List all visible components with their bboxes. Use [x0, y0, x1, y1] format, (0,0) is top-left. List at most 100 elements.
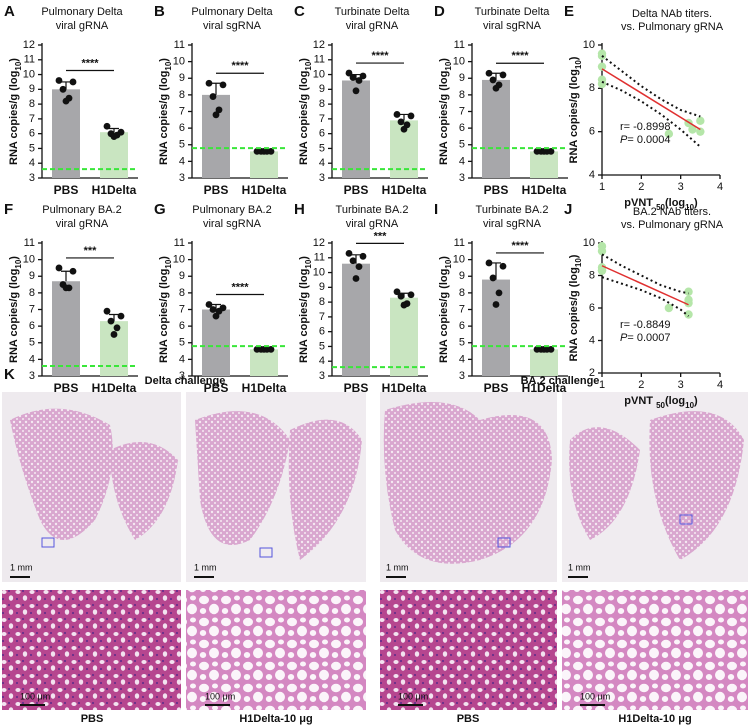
panel-letter: C	[294, 3, 305, 20]
x-tick-label: H1Delta	[382, 183, 427, 197]
data-point	[69, 78, 77, 86]
data-point	[62, 97, 70, 105]
panel-letter: I	[434, 201, 438, 218]
bar	[52, 281, 80, 376]
y-tick-label: 3	[29, 172, 35, 184]
histology-image	[2, 590, 181, 710]
significance-label: ****	[511, 240, 529, 252]
data-point	[664, 129, 674, 139]
data-point	[103, 122, 111, 130]
data-point	[499, 71, 507, 79]
y-tick-label: 12	[313, 39, 325, 51]
data-point	[359, 72, 367, 80]
x-axis-label-part: 50	[656, 401, 665, 410]
data-point	[355, 263, 363, 271]
y-tick-label: 6	[179, 122, 185, 134]
y-tick-label: 9	[29, 270, 35, 282]
lung-section	[10, 408, 178, 540]
y-axis-label-part: 10	[304, 259, 313, 268]
scale-label: 1 mm	[194, 562, 217, 572]
y-axis-label: RNA copies/g (log10)	[8, 256, 23, 363]
y-tick-label: 3	[319, 370, 325, 382]
bar	[342, 80, 370, 178]
roi-box	[497, 537, 511, 548]
data-point	[400, 301, 408, 309]
x-axis-label-part: pVNT	[624, 197, 656, 209]
chart-title: viral gRNA	[346, 20, 399, 32]
chart-title: viral gRNA	[56, 20, 109, 32]
scale-bars: 1 mm 1 mm 1 mm 1 mm 100 μm 100 μm 100 μm…	[10, 562, 610, 706]
annotation: P= 0.0007	[620, 332, 670, 344]
panel-letter: B	[154, 3, 165, 20]
y-tick-label: 6	[319, 326, 325, 338]
x-axis-label-part: pVNT	[624, 395, 656, 407]
scale-label: 100 μm	[580, 691, 610, 701]
x-tick-label: PBS	[54, 183, 79, 197]
y-tick-label: 8	[29, 287, 35, 299]
data-point	[489, 274, 497, 282]
data-point	[540, 148, 548, 155]
x-tick-label: PBS	[54, 381, 79, 395]
error-bar	[399, 113, 409, 121]
y-axis-label: RNA copies/g (log10)	[438, 58, 453, 165]
y-tick-label: 8	[459, 287, 465, 299]
y-tick-label: 5	[319, 340, 325, 352]
x-tick-label: 2	[638, 379, 644, 391]
data-point	[260, 148, 268, 155]
data-point	[117, 312, 125, 320]
bar	[482, 79, 510, 178]
confidence-band	[601, 55, 701, 118]
chart-title: vs. Pulmonary gRNA	[621, 21, 724, 33]
x-tick-label: PBS	[204, 183, 229, 197]
bar	[482, 279, 510, 376]
y-tick-label: 6	[459, 320, 465, 332]
significance-label: ****	[231, 60, 249, 72]
chart-title: viral sgRNA	[203, 20, 262, 32]
y-tick-label: 6	[179, 320, 185, 332]
x-tick-label: 3	[678, 379, 684, 391]
x-axis-label-part: 10	[685, 401, 694, 410]
fit-line	[601, 265, 689, 306]
data-point	[597, 246, 607, 256]
panel-letter: A	[4, 3, 15, 20]
fit-line	[601, 68, 701, 131]
y-tick-label: 8	[319, 296, 325, 308]
bar	[202, 309, 230, 376]
data-point	[684, 310, 693, 319]
histology-image	[562, 590, 748, 710]
panel-letter: G	[154, 201, 166, 218]
y-tick-label: 9	[179, 270, 185, 282]
y-tick-label: 5	[459, 337, 465, 349]
data-point	[212, 312, 220, 320]
chart-title: viral sgRNA	[483, 20, 542, 32]
y-tick-label: 9	[319, 281, 325, 293]
histology-image	[380, 590, 557, 710]
y-tick-label: 9	[459, 270, 465, 282]
y-tick-label: 8	[589, 269, 595, 281]
y-tick-label: 3	[179, 370, 185, 382]
y-tick-label: 11	[174, 237, 185, 249]
bar	[530, 151, 558, 178]
data-point	[492, 84, 500, 92]
y-axis-label-part: RNA copies/g (log	[158, 71, 170, 165]
chart-title: Pulmonary Delta	[41, 6, 123, 18]
data-point	[696, 127, 705, 136]
data-point	[688, 125, 697, 134]
y-tick-label: 4	[29, 157, 35, 169]
x-axis-label-part: (log	[665, 395, 685, 407]
data-point	[393, 111, 401, 118]
bar	[530, 349, 558, 376]
x-tick-label: PBS	[344, 183, 369, 197]
y-axis-label-part: RNA copies/g (log	[298, 269, 310, 363]
y-axis-label-part: RNA copies/g (log	[568, 69, 580, 163]
y-tick-label: 11	[174, 39, 185, 51]
y-tick-label: 4	[319, 157, 325, 169]
lung-section	[195, 411, 362, 560]
x-axis-label: pVNT 50(log10)	[624, 197, 698, 212]
chart-title: viral sgRNA	[203, 218, 262, 230]
data-point	[407, 291, 415, 299]
panel-letter: E	[564, 3, 574, 20]
data-point	[696, 116, 705, 126]
y-tick-label: 4	[459, 353, 465, 365]
error-bar	[109, 127, 119, 133]
